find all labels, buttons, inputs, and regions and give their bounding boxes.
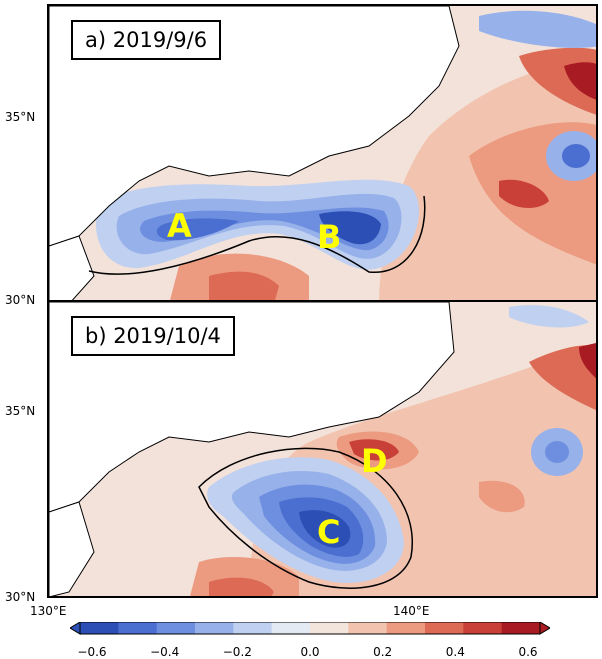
warm-region: [209, 577, 274, 596]
land-kyushu: [49, 501, 95, 596]
land-japan: [49, 6, 460, 247]
eddy-label-c: C: [317, 513, 341, 551]
lat-tick-30n-a: 30°N: [5, 293, 36, 307]
colorbar-segment: [80, 622, 119, 634]
eddy-label-b: B: [317, 218, 342, 256]
colorbar-segment: [386, 622, 426, 634]
colorbar-tick-label: 0.4: [445, 645, 465, 659]
warm-region: [349, 439, 399, 461]
colorbar-segment: [310, 622, 349, 634]
map-panel-a: a) 2019/9/6 A B: [47, 4, 598, 302]
anomaly-field-a: [49, 6, 596, 300]
warm-region: [499, 179, 549, 208]
colorbar-segment: [271, 622, 311, 634]
lat-tick-30n-b: 30°N: [5, 590, 36, 604]
colorbar-max-arrow: [539, 622, 550, 635]
cool-eddy: [545, 441, 569, 463]
colorbar-segment: [501, 622, 541, 634]
colorbar-segment: [425, 622, 464, 634]
zero-contour: [198, 447, 413, 589]
lon-tick-130e: 130°E: [30, 604, 67, 618]
lat-tick-35n-a: 35°N: [5, 110, 36, 124]
warm-region: [579, 342, 596, 379]
cool-core: [156, 218, 239, 241]
colorbar-segment: [156, 622, 196, 634]
eddy-label-a: A: [167, 207, 192, 245]
colorbar-segment: [195, 622, 234, 634]
zero-contour: [88, 195, 426, 275]
eddy-label-d: D: [361, 442, 388, 480]
cool-core: [299, 510, 351, 548]
colorbar-tick-label: 0.0: [300, 645, 320, 659]
colorbar-tick-label: 0.6: [518, 645, 538, 659]
warm-region: [209, 271, 279, 300]
lon-tick-140e: 140°E: [393, 604, 430, 618]
colorbar-segment: [348, 622, 388, 634]
warm-region: [529, 345, 596, 411]
panel-title: a) 2019/9/6: [71, 20, 222, 60]
colorbar-tick-label: −0.6: [77, 645, 107, 659]
lat-tick-35n-b: 35°N: [5, 404, 36, 418]
warm-region: [479, 480, 525, 513]
colorbar-tick-label: 0.2: [373, 645, 393, 659]
colorbar: [70, 622, 550, 635]
land-kyushu: [49, 235, 95, 300]
map-panel-b: b) 2019/10/4 C D: [47, 300, 598, 598]
cool-core: [319, 211, 381, 245]
colorbar-segment: [233, 622, 273, 634]
warm-region: [564, 62, 596, 100]
cool-region: [479, 10, 596, 48]
anomaly-field-b: [49, 302, 596, 596]
cool-eddy: [562, 144, 590, 168]
cool-region: [509, 305, 589, 328]
colorbar-segment: [118, 622, 158, 634]
panel-title: b) 2019/10/4: [71, 316, 235, 356]
colorbar-segment: [463, 622, 503, 634]
colorbar-tick-label: −0.4: [150, 645, 180, 659]
colorbar-min-arrow: [70, 622, 81, 635]
colorbar-tick-label: −0.2: [222, 645, 252, 659]
colorbar-frame: [79, 622, 541, 635]
